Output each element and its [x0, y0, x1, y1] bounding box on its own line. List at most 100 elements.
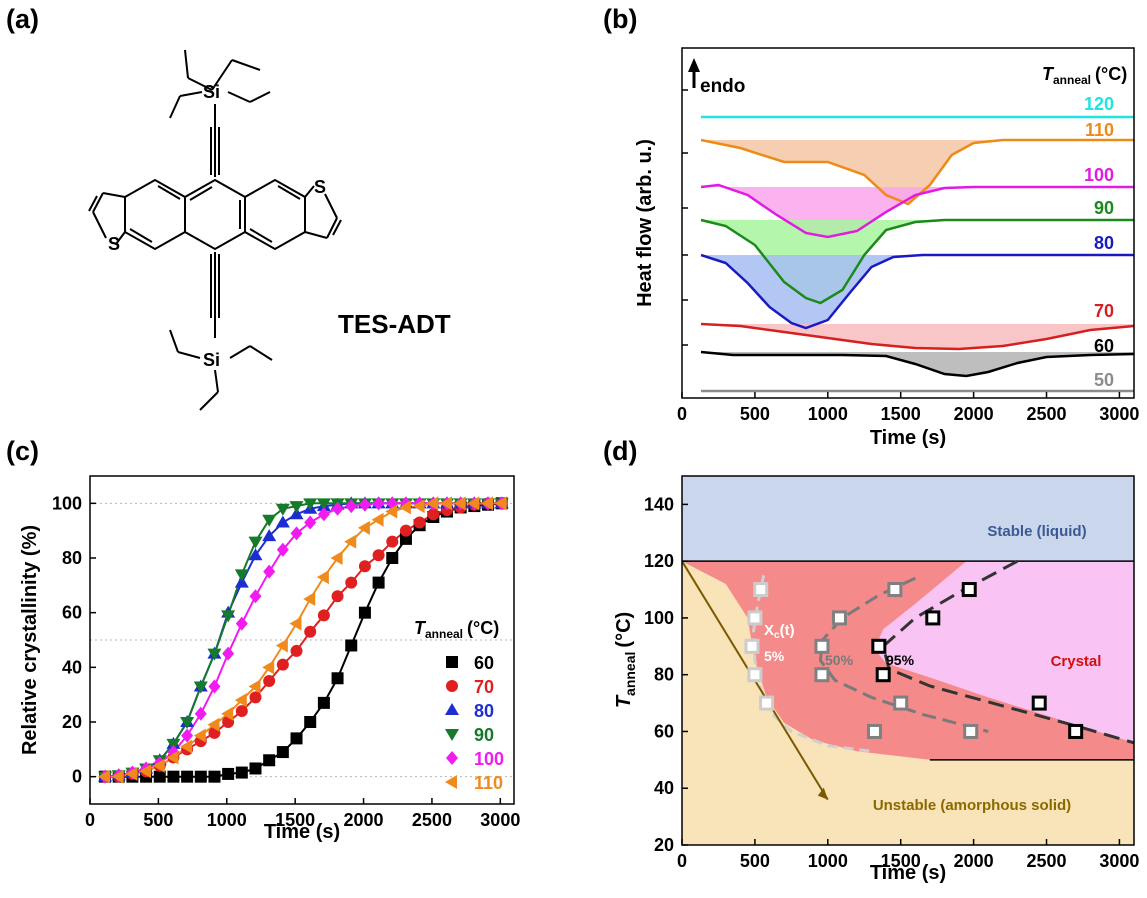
crystallinity-point-80 — [234, 575, 249, 588]
xc-suffix: (t) — [780, 622, 795, 639]
crystallinity-point-100 — [208, 679, 221, 694]
molecule-name: TES-ADT — [338, 309, 451, 339]
crystallinity-point-90 — [193, 681, 208, 694]
xc-annotation: Xc(t) — [764, 622, 795, 641]
panel-d-x-tick-label: 1500 — [881, 851, 921, 871]
panel-d-x-tick-label: 1000 — [808, 851, 848, 871]
crystallinity-point-110 — [98, 769, 111, 784]
crystallinity-point-90 — [234, 569, 249, 582]
crystallinity-point-70 — [345, 576, 358, 589]
panel-b-frame — [681, 47, 1135, 399]
heat-flow-label-70: 70 — [1094, 301, 1114, 321]
crystallinity-point-60 — [249, 762, 262, 775]
panel-c-legend-marker-60 — [446, 656, 458, 668]
ttt-point-5% — [753, 582, 769, 598]
panel-c-x-tick-label: 500 — [143, 810, 173, 830]
crystallinity-point-70 — [413, 516, 426, 529]
panel-d-y-tick-label: 120 — [644, 551, 674, 571]
crystal-label: Crystal — [1051, 653, 1102, 670]
ttt-point-5% — [744, 638, 760, 654]
panel-c-legend-marker-110 — [445, 775, 457, 789]
crystallinity-point-60 — [345, 639, 358, 652]
panel-d-y-tick-label: 140 — [644, 494, 674, 514]
stable-liquid-region — [682, 476, 1134, 562]
crystallinity-point-60 — [263, 754, 276, 767]
crystallinity-point-60 — [317, 696, 330, 709]
crystallinity-point-110 — [385, 504, 398, 519]
crystallinity-point-70 — [427, 508, 440, 521]
crystallinity-point-60 — [358, 606, 371, 619]
crystallinity-point-70 — [304, 625, 317, 638]
crystallinity-point-80 — [275, 515, 290, 528]
heat-flow-label-90: 90 — [1094, 198, 1114, 218]
panel-c-y-tick-label: 60 — [62, 603, 82, 623]
crystallinity-point-110 — [221, 706, 234, 721]
crystallinity-point-70 — [235, 705, 248, 718]
ttt-point-50% — [887, 582, 903, 598]
panel-c-x-tick-label: 1000 — [207, 810, 247, 830]
panel-c-legend-label-100: 100 — [474, 749, 504, 769]
si-atom-bottom: Si — [203, 350, 220, 370]
crystallinity-point-110 — [111, 769, 124, 784]
heat-flow-label-110: 110 — [1085, 120, 1114, 140]
endo-arrow-head — [688, 58, 700, 72]
s-atom-left: S — [108, 234, 120, 254]
crystallinity-point-100 — [276, 542, 289, 557]
crystal-95-region — [874, 561, 1134, 743]
crystallinity-point-100 — [222, 646, 235, 661]
crystallinity-point-110 — [494, 496, 507, 511]
label-5-percent: 5% — [764, 648, 785, 664]
panel-d-y-tick-label: 20 — [654, 835, 674, 855]
legend-title-unit: (°C) — [467, 618, 499, 638]
crystallinity-point-60 — [181, 770, 194, 783]
crystallinity-point-90 — [221, 610, 236, 623]
crystallinity-point-110 — [439, 496, 452, 511]
ttt-point-50% — [866, 723, 882, 739]
crystallinity-point-90 — [248, 536, 263, 549]
panel-d-y-tick-label: 100 — [644, 608, 674, 628]
panel-c-y-tick-label: 100 — [52, 493, 82, 513]
panel-c-crystallinity-plot: 0 500 1000 1500 2000 2500 3000 0 20 40 60 80 100 Tan… — [19, 475, 520, 843]
heat-flow-curve-70 — [700, 322, 1134, 351]
crystallinity-point-110 — [481, 496, 494, 511]
heat-flow-peak-area-70 — [701, 324, 1134, 349]
panel-d-y-tick-label: 40 — [654, 778, 674, 798]
ttt-point-50% — [893, 695, 909, 711]
ttt-point-95% — [925, 610, 941, 626]
ttt-point-5% — [747, 610, 763, 626]
crystallinity-point-60 — [153, 770, 166, 783]
panel-c-label: (c) — [6, 436, 39, 466]
heat-flow-peak-area-110 — [701, 140, 1134, 204]
crystallinity-point-100 — [249, 589, 262, 604]
panel-c-legend-label-80: 80 — [474, 701, 494, 721]
panel-d-x-axis-title: Time (s) — [870, 862, 946, 884]
crystallinity-point-80 — [289, 507, 304, 520]
crystallinity-point-60 — [167, 770, 180, 783]
ttt-point-95% — [875, 667, 891, 683]
crystallinity-point-60 — [399, 532, 412, 545]
panel-d-x-tick-label: 500 — [740, 851, 770, 871]
crystallinity-point-110 — [357, 520, 370, 535]
panel-c-legend-label-70: 70 — [474, 677, 494, 697]
crystallinity-point-70 — [399, 524, 412, 537]
crystallinity-point-70 — [249, 691, 262, 704]
panel-b-x-tick-label: 1000 — [808, 404, 848, 424]
crystallinity-point-100 — [290, 526, 303, 541]
label-50-percent: 50% — [825, 652, 854, 668]
crystallinity-point-110 — [453, 496, 466, 511]
panel-c-x-tick-label: 2000 — [344, 810, 384, 830]
panel-c-legend-label-110: 110 — [474, 773, 503, 793]
crystallinity-point-60 — [208, 770, 221, 783]
crystallinity-point-70 — [331, 590, 344, 603]
si-atom-top: Si — [203, 82, 220, 102]
crystallinity-point-70 — [276, 658, 289, 671]
panel-d-x-tick-label: 3000 — [1099, 851, 1139, 871]
crystallinity-point-110 — [371, 512, 384, 527]
panel-c-x-axis-title: Time (s) — [264, 821, 340, 843]
panel-c-y-tick-label: 80 — [62, 548, 82, 568]
crystallinity-point-110 — [412, 499, 425, 514]
crystallinity-point-110 — [467, 496, 480, 511]
heat-flow-label-100: 100 — [1084, 165, 1114, 185]
crystallinity-point-90 — [262, 514, 277, 527]
ttt-point-5% — [759, 695, 775, 711]
